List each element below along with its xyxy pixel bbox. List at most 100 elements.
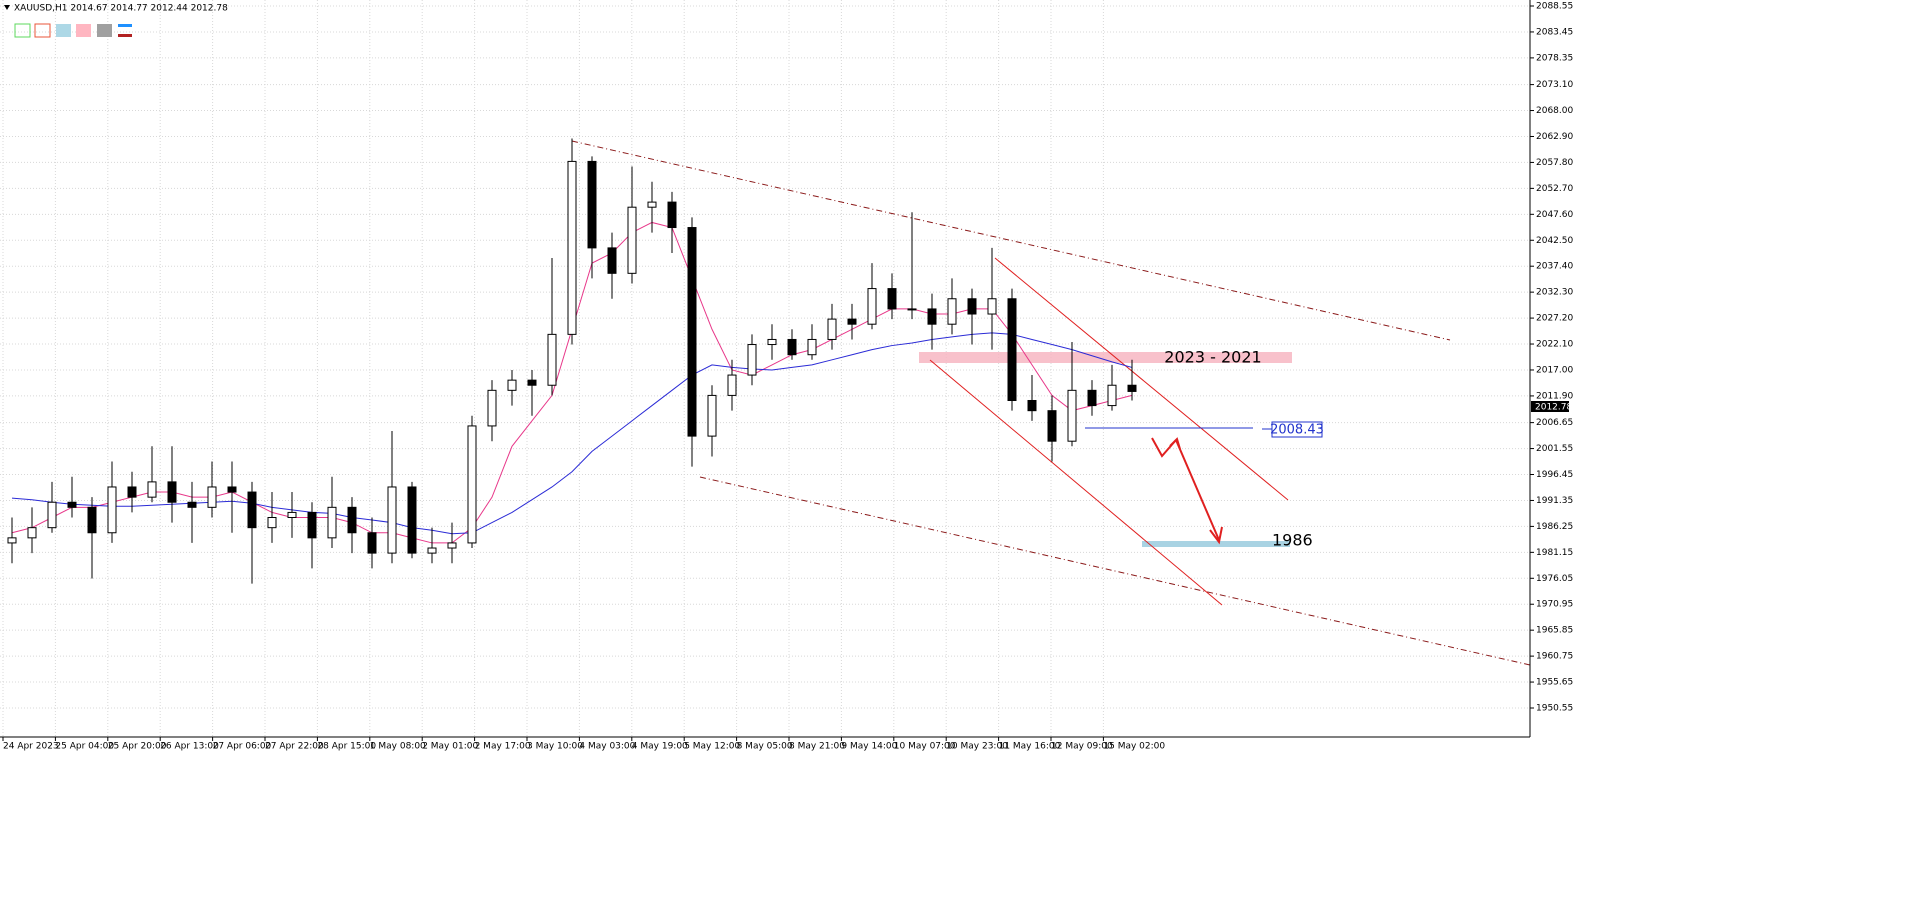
candle-body	[867, 288, 877, 325]
x-tick-label: 4 May 19:00	[632, 742, 688, 752]
candle-body	[1127, 384, 1137, 392]
candle-body	[327, 506, 337, 539]
tool-icon[interactable]	[118, 24, 132, 27]
candle-body	[207, 486, 217, 508]
y-tick-label: 1970.95	[1536, 600, 1573, 610]
y-tick-label: 2073.10	[1536, 80, 1573, 90]
candle-body	[907, 308, 917, 311]
channel-upper	[994, 257, 1289, 501]
grid	[0, 0, 1530, 737]
candle-body	[387, 486, 397, 554]
tool-icon[interactable]	[34, 23, 51, 38]
resistance-zone	[919, 352, 1292, 363]
candle-body	[367, 532, 377, 554]
candle-body	[827, 318, 837, 340]
y-tick-label: 1950.55	[1536, 704, 1573, 714]
candle-body	[227, 486, 237, 493]
y-tick-label: 2032.30	[1536, 288, 1573, 298]
candle-body	[587, 160, 597, 249]
candle-body	[807, 338, 817, 356]
y-tick-label: 2042.50	[1536, 236, 1573, 246]
y-tick-label: 1981.15	[1536, 548, 1573, 558]
trend-line-upper	[571, 140, 1451, 341]
candle-body	[347, 506, 357, 534]
candle-body	[47, 501, 57, 529]
candle-body	[287, 511, 297, 518]
trend-line-lower	[699, 476, 1531, 666]
candle-body	[167, 481, 177, 503]
x-tick-label: 27 Apr 06:00	[213, 742, 272, 752]
candle-body	[107, 486, 117, 534]
candle-body	[747, 344, 757, 376]
candle-body	[627, 206, 637, 274]
candle-body	[947, 298, 957, 325]
y-tick-label: 2037.40	[1536, 262, 1573, 272]
tool-icon[interactable]	[56, 24, 71, 37]
x-tick-label: 28 Apr 15:00	[317, 742, 376, 752]
candle-body	[427, 547, 437, 554]
x-tick-label: 2 May 17:00	[475, 742, 531, 752]
candle-body	[787, 338, 797, 356]
candle-body	[707, 394, 717, 437]
y-tick-label: 2088.55	[1536, 2, 1573, 12]
y-tick-label: 1976.05	[1536, 574, 1573, 584]
candle-body	[1047, 410, 1057, 442]
level-box	[1271, 421, 1323, 438]
candle-body	[1107, 384, 1117, 407]
y-tick-label: 1960.75	[1536, 652, 1573, 662]
tool-icon[interactable]	[14, 23, 31, 38]
channel-lower	[929, 359, 1223, 606]
candle-body	[87, 506, 97, 534]
x-tick-label: 8 May 05:00	[737, 742, 793, 752]
y-tick-label: 2047.60	[1536, 210, 1573, 220]
candle-body	[1027, 399, 1037, 412]
x-tick-label: 25 Apr 20:00	[108, 742, 167, 752]
x-tick-label: 5 May 12:00	[684, 742, 740, 752]
candle-body	[647, 201, 657, 208]
x-tick-label: 1 May 08:00	[370, 742, 426, 752]
candle-body	[967, 298, 977, 315]
x-tick-label: 24 Apr 2023	[3, 742, 59, 752]
candle-body	[1007, 298, 1017, 401]
candle-body	[247, 491, 257, 529]
candle-body	[307, 511, 317, 539]
y-tick-label: 2017.00	[1536, 365, 1573, 375]
x-tick-label: 12 May 09:00	[1051, 742, 1113, 752]
candle-body	[467, 425, 477, 544]
candle-body	[67, 501, 77, 508]
tool-icon[interactable]	[118, 34, 132, 37]
price-tag-label: 2012.78	[1535, 403, 1572, 413]
x-tick-label: 25 Apr 04:00	[55, 742, 114, 752]
y-tick-label: 2052.70	[1536, 184, 1573, 194]
candle-body	[887, 288, 897, 310]
y-tick-label: 2027.20	[1536, 314, 1573, 324]
candle-body	[127, 486, 137, 498]
moving-average	[11, 332, 1133, 535]
tool-icon[interactable]	[76, 24, 91, 37]
x-tick-label: 9 May 14:00	[841, 742, 897, 752]
candle-body	[187, 501, 197, 508]
candle-body	[507, 379, 517, 391]
header: XAUUSD,H1 2014.67 2014.77 2012.44 2012.7…	[14, 4, 228, 14]
candle-body	[667, 201, 677, 229]
candle-body	[1067, 389, 1077, 442]
candle-body	[447, 542, 457, 549]
tool-icon[interactable]	[97, 24, 112, 37]
y-tick-label: 1986.25	[1536, 522, 1573, 532]
x-tick-label: 10 May 07:00	[894, 742, 956, 752]
axis-labels: 2088.55 2083.45 2078.35 2073.10 2068.00 2062.…	[2, 2, 1573, 752]
candle-body	[407, 486, 417, 554]
x-tick-label: 8 May 21:00	[789, 742, 845, 752]
candle-body	[487, 389, 497, 427]
y-tick-label: 2057.80	[1536, 158, 1573, 168]
level-label: 2008.43	[1270, 423, 1324, 438]
x-tick-label: 10 May 23:00	[946, 742, 1008, 752]
y-tick-label: 2011.90	[1536, 391, 1573, 401]
path-arrow	[1175, 439, 1220, 541]
price-tag	[1531, 401, 1569, 412]
y-tick-label: 2068.00	[1536, 106, 1573, 116]
y-tick-label: 2062.90	[1536, 132, 1573, 142]
marks	[7, 138, 1137, 584]
